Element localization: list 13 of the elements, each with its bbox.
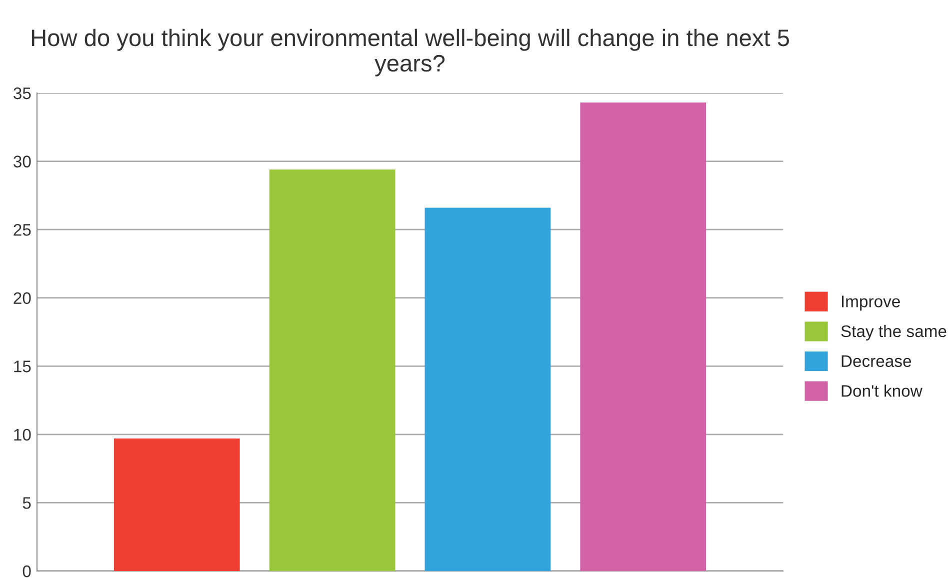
y-tick-label: 25 [14,224,31,236]
chart-title: How do you think your environmental well-being will change in the next 5 years? [32,28,789,76]
legend-label: Improve [842,296,900,311]
y-tick-label: 10 [14,428,31,441]
y-tick-label: 30 [14,156,31,168]
y-tick-label: 35 [14,87,31,100]
legend-label: Stay the same [841,324,946,340]
y-tick-label: 15 [14,360,31,372]
y-tick-label: 20 [14,292,31,304]
legend-label: Don't know [842,384,922,397]
y-tick-label: 5 [22,497,31,509]
y-tick-label: 0 [22,565,31,578]
legend-label: Decrease [842,355,912,368]
